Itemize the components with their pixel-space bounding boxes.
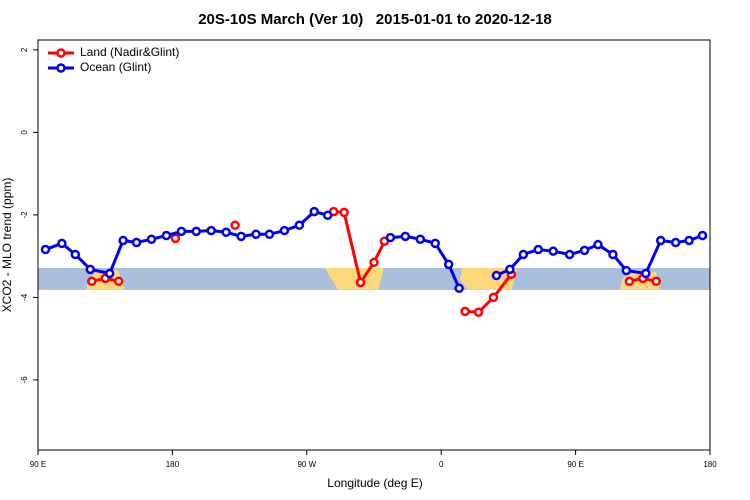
point bbox=[322, 210, 333, 221]
point bbox=[170, 233, 181, 244]
point bbox=[161, 230, 172, 241]
point bbox=[460, 306, 470, 317]
plot-frame bbox=[37, 39, 711, 451]
legend-label: Ocean (Glint) bbox=[80, 60, 151, 74]
point bbox=[641, 268, 651, 279]
map-strip bbox=[38, 268, 710, 290]
chart-title: 20S-10S March (Ver 10) 2015-01-01 to 202… bbox=[198, 11, 552, 28]
point bbox=[505, 264, 515, 275]
point bbox=[251, 229, 261, 240]
point bbox=[579, 245, 590, 256]
point bbox=[564, 249, 575, 260]
point bbox=[339, 207, 349, 218]
x-tick-label: 90 E bbox=[30, 460, 46, 469]
y-tick-label: -4 bbox=[20, 293, 29, 301]
point bbox=[113, 276, 124, 287]
point bbox=[131, 237, 142, 248]
legend-marker bbox=[56, 63, 66, 73]
y-tick-label: 2 bbox=[20, 47, 29, 52]
point bbox=[385, 232, 396, 243]
point bbox=[651, 276, 661, 287]
point bbox=[608, 249, 618, 260]
y-tick-label: -6 bbox=[20, 376, 29, 384]
y-axis-label: XCO2 - MLO trend (ppm) bbox=[0, 178, 14, 313]
point bbox=[230, 220, 240, 230]
point bbox=[146, 234, 157, 244]
x-tick-label: 180 bbox=[703, 460, 717, 469]
point bbox=[491, 270, 502, 281]
point bbox=[488, 292, 499, 303]
x-tick-label: 90 W bbox=[297, 460, 316, 469]
point bbox=[221, 227, 231, 237]
point bbox=[548, 246, 558, 256]
point bbox=[191, 226, 202, 237]
point bbox=[236, 231, 246, 242]
series-line bbox=[465, 273, 513, 314]
point bbox=[454, 283, 464, 294]
point bbox=[655, 235, 666, 246]
point bbox=[443, 259, 454, 270]
point bbox=[518, 249, 529, 260]
point bbox=[400, 231, 411, 242]
point bbox=[593, 239, 603, 250]
point bbox=[473, 307, 484, 317]
point bbox=[355, 277, 366, 288]
point bbox=[670, 237, 681, 248]
point bbox=[369, 257, 379, 268]
point bbox=[176, 226, 187, 237]
x-tick-label: 90 E bbox=[567, 460, 583, 469]
legend-label: Land (Nadir&Glint) bbox=[80, 45, 179, 59]
point bbox=[415, 234, 426, 244]
point bbox=[697, 230, 708, 241]
point bbox=[624, 276, 635, 287]
point bbox=[118, 235, 128, 246]
point bbox=[70, 249, 81, 260]
point bbox=[104, 268, 115, 279]
y-tick-label: 0 bbox=[20, 130, 29, 135]
point bbox=[57, 238, 67, 249]
legend-marker bbox=[56, 48, 66, 58]
point bbox=[684, 235, 694, 246]
point bbox=[279, 225, 290, 236]
point bbox=[87, 276, 97, 287]
x-tick-label: 0 bbox=[439, 460, 444, 469]
x-axis-label: Longitude (deg E) bbox=[327, 476, 422, 490]
y-tick-label: -2 bbox=[20, 211, 29, 219]
point bbox=[430, 238, 440, 249]
point bbox=[621, 265, 632, 276]
point bbox=[533, 244, 544, 255]
x-tick-label: 180 bbox=[166, 460, 180, 469]
point bbox=[309, 206, 320, 217]
point bbox=[206, 225, 216, 236]
point bbox=[40, 244, 51, 255]
series-line bbox=[44, 209, 329, 276]
point bbox=[85, 264, 96, 275]
point bbox=[264, 229, 275, 240]
point bbox=[294, 220, 305, 230]
